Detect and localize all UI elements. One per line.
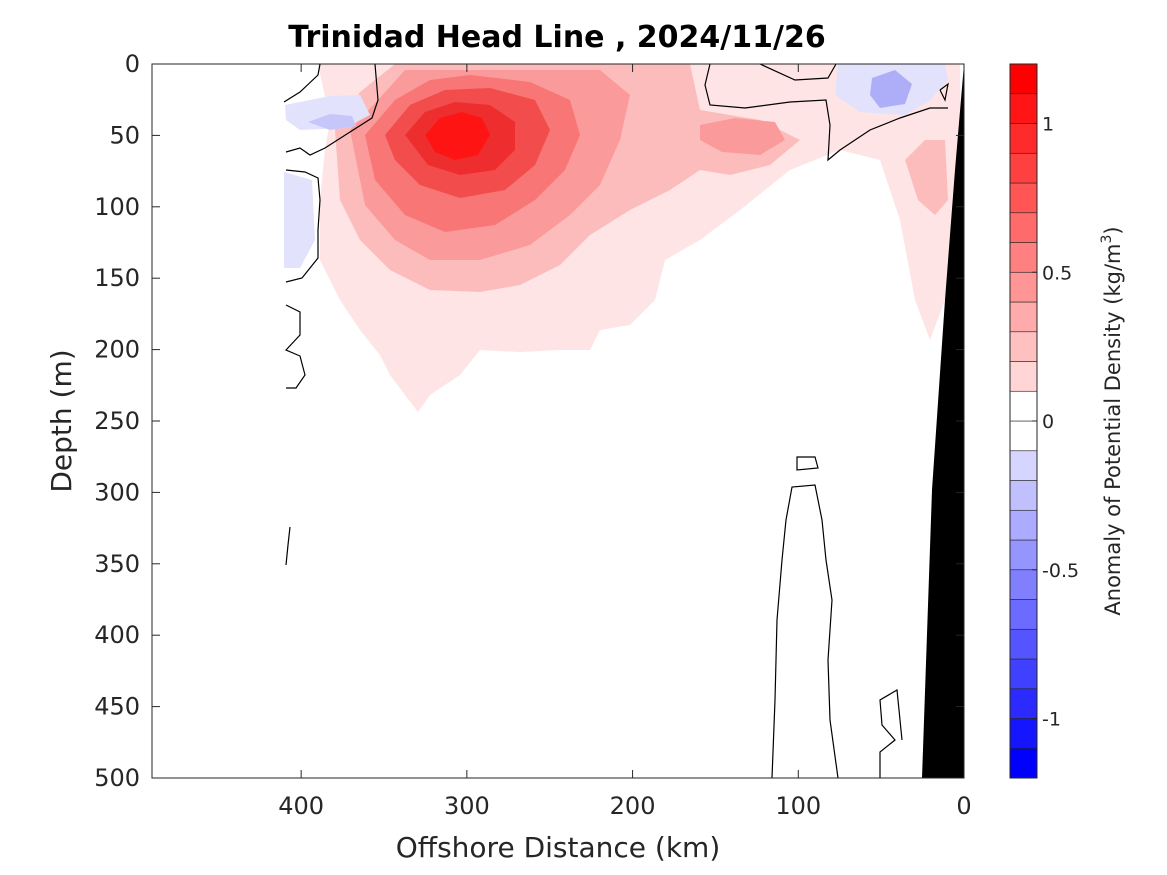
plot-area: 400 300 200 100 0 0 50 100 150 200 250 300 350 400 45… — [94, 50, 971, 820]
colorbar-tick-label: -1 — [1042, 709, 1061, 731]
colorbar-band — [1009, 390, 1038, 422]
zero-contour-lines — [283, 63, 949, 779]
zero-contour — [704, 63, 948, 162]
anomaly-band-negative-nearshore-inner — [870, 70, 912, 108]
colorbar-band — [1009, 658, 1038, 690]
colorbar-band — [1009, 688, 1038, 719]
y-tick-label: 350 — [94, 550, 140, 578]
colorbar-band — [1009, 747, 1038, 779]
colorbar-band — [1009, 450, 1038, 481]
colorbar-band — [1009, 599, 1038, 630]
anomaly-band-positive-7 — [425, 112, 490, 160]
zero-contour — [796, 456, 819, 471]
x-tick-label: 100 — [775, 792, 821, 820]
y-tick-label: 300 — [94, 478, 140, 506]
colorbar-ticks: 1 0.5 0 -0.5 -1 — [1032, 114, 1079, 731]
anomaly-band-negative-offshore-inner — [308, 114, 356, 130]
colorbar-band — [1009, 123, 1038, 154]
y-tick-label: 450 — [94, 693, 140, 721]
y-tick-label: 200 — [94, 336, 140, 364]
colorbar-band — [1009, 539, 1038, 571]
anomaly-band-mid-lobe — [700, 118, 785, 155]
colorbar-band — [1009, 93, 1038, 124]
colorbar-tick-label: 0 — [1042, 411, 1054, 433]
colorbar-band — [1009, 361, 1038, 392]
colorbar-band — [1009, 480, 1038, 511]
x-tick-label: 200 — [610, 792, 656, 820]
y-tick-label: 50 — [109, 121, 140, 149]
bathymetry-mask — [922, 64, 964, 778]
zero-contour — [285, 526, 291, 566]
anomaly-band-nearshore — [905, 140, 948, 215]
colorbar-title-close: ) — [1101, 226, 1125, 234]
colorbar-band — [1009, 63, 1038, 95]
x-tick-label: 400 — [278, 792, 324, 820]
chart-title: Trinidad Head Line , 2024/11/26 — [288, 20, 825, 55]
zero-contour — [759, 63, 837, 81]
colorbar-band — [1009, 242, 1038, 273]
zero-contour — [284, 304, 306, 389]
colorbar-tick-label: -0.5 — [1042, 560, 1079, 582]
y-tick-label: 400 — [94, 621, 140, 649]
colorbar-band — [1009, 212, 1038, 243]
y-tick-label: 100 — [94, 193, 140, 221]
colorbar: 1 0.5 0 -0.5 -1 Anomaly of Potential Density… — [1009, 63, 1125, 779]
colorbar-band — [1009, 301, 1038, 333]
y-axis-title: Depth (m) — [45, 349, 78, 492]
colorbar-band — [1009, 718, 1038, 749]
y-tick-label: 500 — [94, 764, 140, 792]
x-axis: 400 300 200 100 0 — [278, 64, 972, 820]
colorbar-band — [1009, 569, 1038, 600]
colorbar-tick-label: 0.5 — [1042, 262, 1072, 284]
colorbar-band — [1009, 628, 1038, 660]
zero-contour — [283, 63, 321, 103]
x-axis-title: Offshore Distance (km) — [396, 831, 721, 864]
colorbar-band — [1009, 182, 1038, 214]
colorbar-title-text: Anomaly of Potential Density (kg/m — [1101, 244, 1125, 616]
zero-contour — [285, 63, 379, 156]
colorbar-band — [1009, 152, 1038, 184]
colorbar-bands — [1009, 63, 1038, 779]
y-axis: 0 50 100 150 200 250 300 350 400 450 500 — [94, 50, 964, 792]
y-tick-label: 250 — [94, 407, 140, 435]
zero-contour — [879, 689, 903, 778]
colorbar-title-exponent: 3 — [1099, 235, 1115, 244]
colorbar-band — [1009, 420, 1038, 452]
colorbar-band — [1009, 331, 1038, 362]
y-tick-label: 0 — [125, 50, 140, 78]
zero-contour — [939, 82, 949, 102]
colorbar-band — [1009, 509, 1038, 541]
y-tick-label: 150 — [94, 264, 140, 292]
x-tick-label: 300 — [444, 792, 490, 820]
colorbar-tick-label: 1 — [1042, 114, 1054, 136]
x-tick-label: 0 — [956, 792, 971, 820]
density-anomaly-fill — [284, 64, 962, 412]
zero-contour — [771, 484, 839, 779]
anomaly-band-negative-mid — [284, 172, 315, 268]
zero-contour — [285, 169, 321, 283]
colorbar-band — [1009, 271, 1038, 303]
colorbar-title: Anomaly of Potential Density (kg/m3) — [1099, 226, 1125, 615]
